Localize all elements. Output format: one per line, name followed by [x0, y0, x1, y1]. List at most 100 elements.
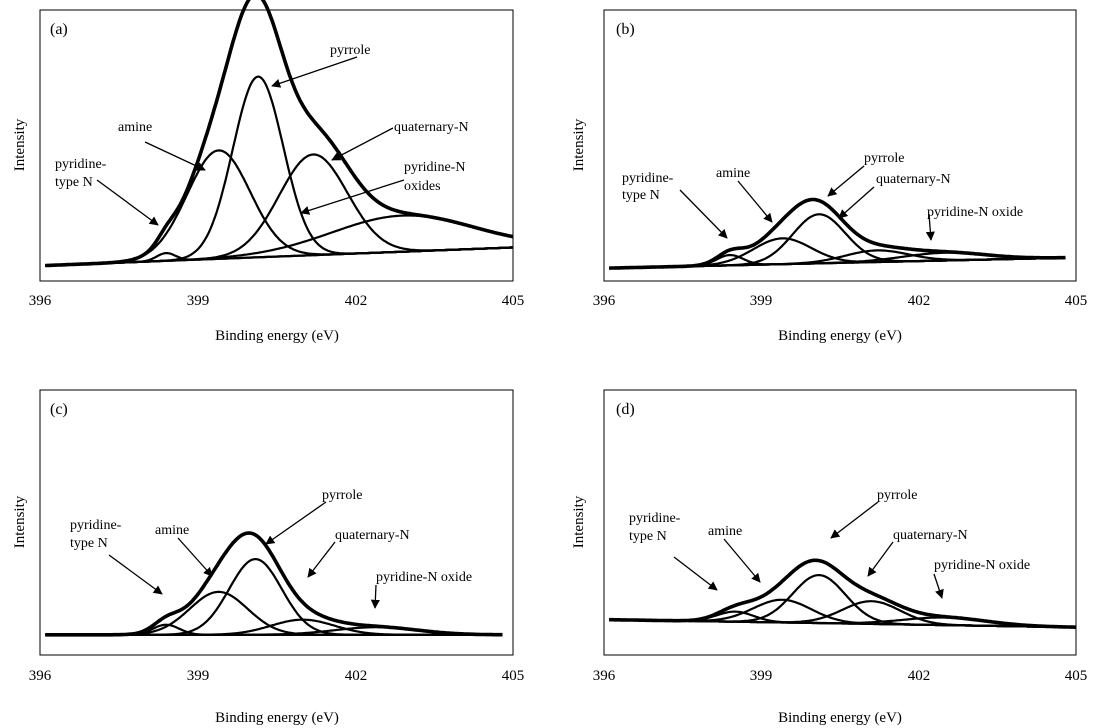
panel-c: (c) Intensity Binding energy (eV) 396 39… — [12, 389, 525, 726]
annotation-arrow — [925, 213, 935, 241]
annotation-arrow — [673, 556, 718, 591]
x-axis-label: Binding energy (eV) — [778, 710, 902, 726]
x-tick-label: 402 — [345, 293, 368, 309]
annotation-group: pyrrole amine quaternary-N pyridine-N ox… — [622, 151, 1023, 241]
annotation-arrow — [265, 501, 327, 545]
annotation-line: pyridine- — [55, 157, 107, 172]
annotation-quaternary-n: quaternary-N — [335, 528, 410, 543]
x-axis-label: Binding energy (eV) — [215, 328, 339, 344]
annotation-arrow — [300, 179, 405, 215]
annotation-arrow — [307, 541, 336, 578]
annotation-pyridine-n-oxide: pyridine-N oxide — [927, 205, 1023, 220]
annotation-line: oxides — [404, 179, 441, 194]
annotation-line: type N — [622, 188, 660, 203]
curve-group — [608, 197, 1066, 270]
x-tick-label: 399 — [187, 293, 210, 309]
x-tick-label: 396 — [29, 293, 52, 309]
plot-frame — [39, 389, 514, 656]
panel-b: (b) Intensity Binding energy (eV) 396 39… — [571, 9, 1088, 344]
annotation-arrow — [827, 165, 865, 197]
annotation-arrow — [177, 537, 213, 577]
annotation-amine: amine — [716, 166, 750, 181]
annotation-arrow — [370, 584, 380, 609]
curve-group — [44, 0, 514, 268]
x-tick-label: 396 — [593, 668, 616, 684]
annotation-pyridine-type-n: pyridine-type N — [629, 511, 681, 544]
plot-frame — [603, 9, 1077, 282]
annotation-line: pyridine- — [629, 511, 681, 526]
annotation-group: pyrrole amine quaternary-N pyridine-N ox… — [629, 488, 1030, 599]
envelope-line — [44, 531, 503, 637]
x-axis-label: Binding energy (eV) — [778, 328, 902, 344]
annotation-line: pyridine- — [622, 171, 674, 186]
annotation-arrow — [737, 180, 773, 223]
panel-label: (a) — [50, 21, 68, 38]
x-tick-label: 405 — [502, 293, 525, 309]
x-tick-label: 399 — [187, 668, 210, 684]
panel-a: (a) Intensity Binding energy (eV) 396 39… — [12, 0, 524, 344]
annotation-arrow — [108, 554, 163, 595]
annotation-pyrrole: pyrrole — [330, 43, 370, 58]
annotation-arrow — [679, 189, 728, 239]
annotation-arrow — [271, 56, 358, 88]
x-tick-label: 402 — [345, 668, 368, 684]
annotation-line: pyridine- — [70, 518, 122, 533]
annotation-quaternary-n: quaternary-N — [876, 172, 951, 187]
annotation-pyridine-n-oxide: pyridine-N oxide — [934, 558, 1030, 573]
annotation-pyridine-n-oxide: pyridine-N oxide — [376, 570, 472, 585]
annotation-pyridine-type-n: pyridine-type N — [622, 171, 674, 203]
y-axis-label: Intensity — [12, 118, 28, 171]
annotation-pyrrole: pyrrole — [877, 488, 917, 503]
envelope-line — [608, 197, 1066, 270]
annotation-line: type N — [629, 529, 667, 544]
annotation-arrow — [723, 538, 761, 583]
x-tick-label: 396 — [29, 668, 52, 684]
envelope-line — [608, 558, 1077, 629]
y-axis-label: Intensity — [571, 495, 587, 548]
x-tick-label: 402 — [908, 668, 931, 684]
curve-group — [44, 531, 503, 637]
annotation-quaternary-n: quaternary-N — [893, 528, 968, 543]
annotation-quaternary-n: quaternary-N — [394, 120, 469, 135]
x-tick-label: 405 — [1065, 293, 1088, 309]
y-axis-label: Intensity — [571, 118, 587, 171]
annotation-arrow — [867, 541, 894, 577]
annotation-arrow — [838, 186, 875, 219]
plot-frame — [39, 9, 514, 282]
annotation-pyridine-n-oxides: pyridine-N oxides — [404, 160, 465, 194]
y-axis-label: Intensity — [12, 495, 28, 548]
annotation-pyrrole: pyrrole — [864, 151, 904, 166]
x-tick-label: 405 — [1065, 668, 1088, 684]
annotation-arrow — [933, 573, 944, 599]
panel-label: (c) — [50, 401, 68, 418]
annotation-arrow — [96, 179, 159, 226]
x-tick-label: 399 — [750, 668, 773, 684]
component-amine — [45, 590, 503, 636]
x-tick-label: 405 — [502, 668, 525, 684]
annotation-pyridine-type-n: pyridine-type N — [55, 157, 107, 190]
annotation-group: pyrrole amine quaternary-N pyridine-N ox… — [70, 488, 472, 609]
plot-frame — [603, 389, 1077, 656]
annotation-amine: amine — [155, 523, 189, 538]
annotation-line: type N — [55, 175, 93, 190]
annotation-amine: amine — [118, 120, 152, 135]
annotation-line: pyridine-N — [404, 160, 465, 175]
x-tick-label: 399 — [750, 293, 773, 309]
annotation-pyridine-type-n: pyridine-type N — [70, 518, 122, 551]
annotation-arrow — [830, 501, 879, 539]
panel-d: (d) Intensity Binding energy (eV) 396 39… — [571, 389, 1088, 726]
annotation-line: type N — [70, 536, 108, 551]
envelope-line — [44, 0, 514, 268]
annotation-group: pyrrole amine quaternary-N pyridine-N oxi… — [55, 43, 469, 226]
annotation-arrow — [144, 141, 206, 171]
panel-label: (d) — [616, 401, 635, 418]
curve-group — [608, 558, 1077, 629]
x-tick-label: 402 — [908, 293, 931, 309]
x-axis-label: Binding energy (eV) — [215, 710, 339, 726]
annotation-amine: amine — [708, 524, 742, 539]
annotation-pyrrole: pyrrole — [322, 488, 362, 503]
x-tick-label: 396 — [593, 293, 616, 309]
annotation-arrow — [331, 127, 394, 161]
panel-label: (b) — [616, 21, 635, 38]
